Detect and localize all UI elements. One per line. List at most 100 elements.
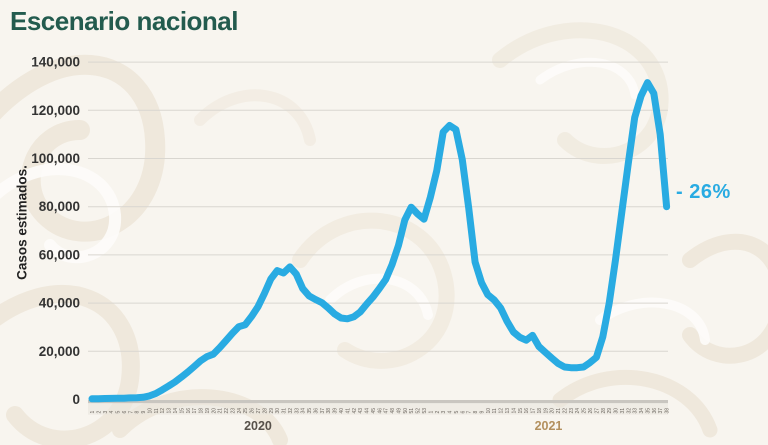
week-tick-label: 19: [205, 408, 211, 414]
week-tick-label: 7: [128, 411, 134, 414]
week-tick-label: 21: [218, 408, 224, 414]
week-tick-label: 3: [103, 411, 109, 414]
year-label: 2021: [535, 419, 563, 433]
week-tick-label: 27: [594, 408, 600, 414]
week-tick-label: 16: [186, 408, 192, 414]
week-tick-label: 32: [626, 408, 632, 414]
y-tick-label: 80,000: [39, 199, 80, 214]
week-tick-label: 4: [448, 411, 454, 414]
week-tick-label: 13: [505, 408, 511, 414]
week-tick-label: 37: [320, 408, 326, 414]
week-tick-label: 51: [409, 408, 415, 414]
week-tick-label: 31: [282, 408, 288, 414]
week-tick-label: 28: [601, 408, 607, 414]
week-tick-label: 5: [454, 411, 460, 414]
chart-title: Escenario nacional: [10, 6, 238, 36]
week-tick-label: 15: [179, 408, 185, 414]
week-tick-label: 49: [396, 408, 402, 414]
week-tick-label: 12: [160, 408, 166, 414]
week-tick-label: 19: [543, 408, 549, 414]
week-tick-label: 12: [499, 408, 505, 414]
week-tick-label: 38: [326, 408, 332, 414]
y-tick-label: 100,000: [31, 151, 80, 166]
week-tick-label: 27: [256, 408, 262, 414]
week-tick-label: 11: [492, 408, 498, 413]
week-tick-label: 25: [243, 408, 249, 414]
week-tick-label: 21: [556, 408, 562, 414]
week-tick-label: 38: [665, 408, 671, 414]
week-tick-label: 33: [294, 408, 300, 414]
week-tick-label: 30: [275, 408, 281, 414]
week-tick-label: 25: [582, 408, 588, 414]
week-tick-label: 33: [633, 408, 639, 414]
week-tick-label: 35: [307, 408, 313, 414]
week-tick-label: 1: [90, 411, 96, 414]
week-tick-label: 26: [250, 408, 256, 414]
week-tick-label: 8: [473, 411, 479, 414]
week-tick-label: 44: [365, 408, 371, 414]
week-tick-label: 24: [575, 408, 581, 414]
week-tick-label: 36: [652, 408, 658, 414]
week-tick-label: 30: [614, 408, 620, 414]
week-tick-label: 18: [537, 408, 543, 414]
y-axis-title: Casos estimados.: [14, 165, 30, 280]
week-tick-label: 39: [333, 408, 339, 414]
week-tick-label: 36: [313, 408, 319, 414]
week-tick-label: 5: [116, 411, 122, 414]
week-tick-label: 3: [441, 411, 447, 414]
week-tick-label: 6: [460, 411, 466, 414]
week-tick-label: 47: [384, 408, 390, 414]
y-tick-label: 20,000: [39, 344, 80, 359]
week-tick-label: 4: [109, 411, 115, 414]
week-tick-label: 32: [288, 408, 294, 414]
week-tick-label: 26: [588, 408, 594, 414]
week-tick-label: 15: [518, 408, 524, 414]
week-tick-label: 34: [639, 408, 645, 414]
week-tick-label: 20: [550, 408, 556, 414]
week-tick-label: 2: [435, 411, 441, 414]
week-tick-label: 14: [173, 408, 179, 414]
week-tick-label: 29: [269, 408, 275, 414]
week-tick-label: 22: [224, 408, 230, 414]
week-tick-label: 2: [96, 411, 102, 414]
y-tick-label: 60,000: [39, 247, 80, 262]
y-tick-label: 120,000: [31, 103, 80, 118]
week-tick-label: 53: [422, 408, 428, 414]
week-tick-label: 35: [645, 408, 651, 414]
week-tick-label: 6: [122, 411, 128, 414]
week-tick-label: 8: [135, 411, 141, 414]
week-tick-label: 41: [345, 408, 351, 414]
week-tick-label: 22: [562, 408, 568, 414]
week-tick-label: 16: [524, 408, 530, 414]
week-tick-label: 31: [620, 408, 626, 414]
week-tick-label: 52: [416, 408, 422, 414]
week-tick-label: 37: [658, 408, 664, 414]
week-tick-label: 9: [479, 411, 485, 414]
week-tick-label: 17: [531, 408, 537, 414]
week-tick-label: 10: [147, 408, 153, 414]
week-tick-label: 13: [167, 408, 173, 414]
week-tick-label: 10: [486, 408, 492, 414]
week-tick-label: 11: [154, 408, 160, 413]
week-tick-label: 1: [428, 411, 434, 414]
week-tick-label: 43: [358, 408, 364, 414]
week-tick-label: 7: [467, 411, 473, 414]
week-tick-label: 17: [192, 408, 198, 414]
year-label: 2020: [244, 419, 272, 433]
week-tick-label: 29: [607, 408, 613, 414]
week-tick-label: 18: [199, 408, 205, 414]
x-axis-band: [88, 400, 668, 404]
week-tick-label: 24: [237, 408, 243, 414]
chart-line: [88, 79, 671, 403]
week-tick-label: 23: [569, 408, 575, 414]
week-tick-label: 45: [371, 408, 377, 414]
week-tick-label: 50: [403, 408, 409, 414]
y-tick-label: 40,000: [39, 296, 80, 311]
week-tick-label: 14: [511, 408, 517, 414]
week-tick-label: 9: [141, 411, 147, 414]
week-tick-label: 28: [262, 408, 268, 414]
week-tick-label: 34: [301, 408, 307, 414]
week-tick-label: 42: [352, 408, 358, 414]
